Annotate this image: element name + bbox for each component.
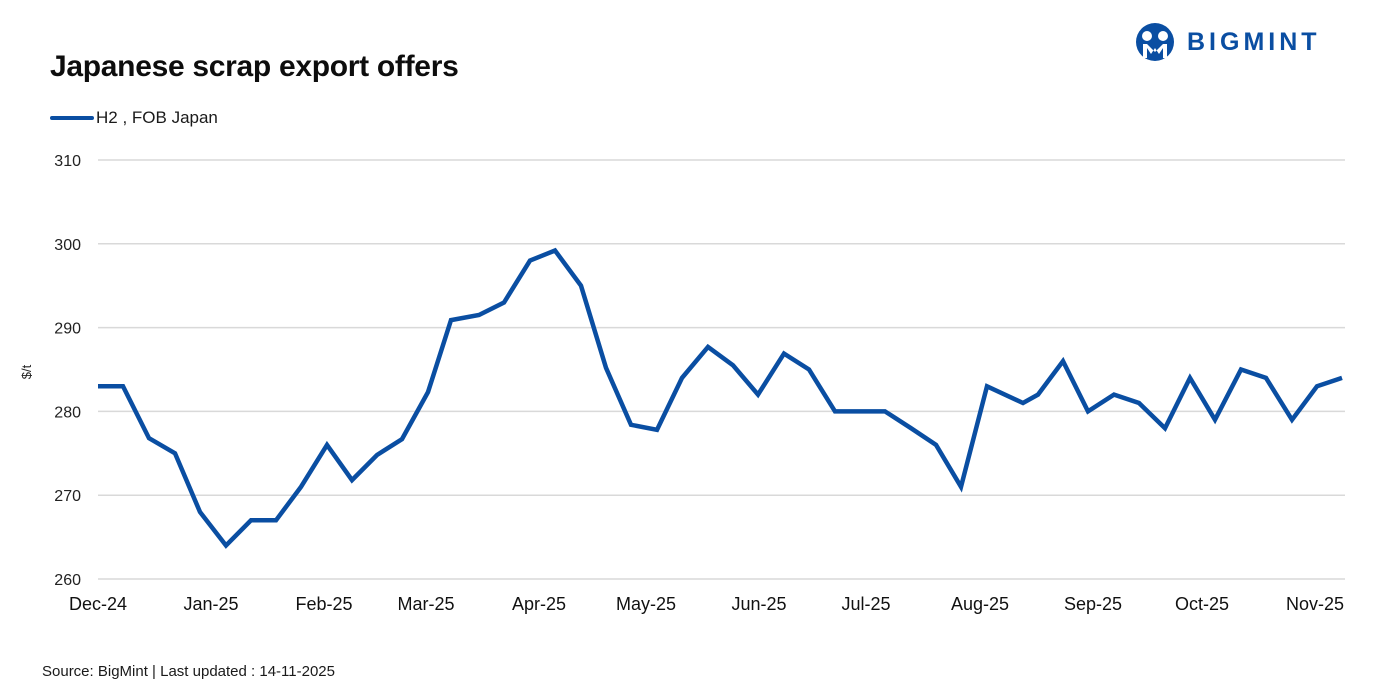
x-tick-label: May-25: [616, 594, 676, 614]
series-line-h2-fob-japan: [98, 247, 1343, 549]
x-tick-label: Jun-25: [731, 594, 786, 614]
x-axis-ticks: Dec-24 Jan-25 Feb-25 Mar-25 Apr-25 May-25 Jun-…: [69, 594, 1344, 614]
bigmint-emblem-icon: [1136, 23, 1174, 61]
source-footer: Source: BigMint | Last updated : 14-11-2…: [42, 663, 335, 680]
x-tick-label: Dec-24: [69, 594, 127, 614]
x-tick-label: Apr-25: [512, 594, 566, 614]
y-tick-label: 260: [54, 572, 81, 589]
x-tick-label: Nov-25: [1286, 594, 1344, 614]
y-tick-label: 290: [54, 321, 81, 338]
y-tick-label: 270: [54, 488, 81, 505]
y-tick-label: 280: [54, 404, 81, 421]
bigmint-logo: BIGMINT: [1133, 22, 1321, 62]
chart-title: Japanese scrap export offers: [50, 50, 459, 83]
y-axis-ticks: 260 270 280 290 300 310: [54, 153, 81, 589]
legend-label: H2 , FOB Japan: [96, 108, 218, 127]
y-axis-label: $/t: [19, 364, 34, 379]
y-tick-label: 300: [54, 237, 81, 254]
legend-line-swatch: [50, 116, 94, 120]
x-tick-label: Feb-25: [295, 594, 352, 614]
x-tick-label: Jul-25: [841, 594, 890, 614]
x-tick-label: Oct-25: [1175, 594, 1229, 614]
legend: H2 , FOB Japan: [50, 108, 218, 128]
x-tick-label: Jan-25: [183, 594, 238, 614]
x-tick-label: Aug-25: [951, 594, 1009, 614]
gridlines: [98, 159, 1345, 580]
y-tick-label: 310: [54, 153, 81, 170]
x-tick-label: Sep-25: [1064, 594, 1122, 614]
brand-name: BIGMINT: [1187, 27, 1321, 56]
x-tick-label: Mar-25: [397, 594, 454, 614]
